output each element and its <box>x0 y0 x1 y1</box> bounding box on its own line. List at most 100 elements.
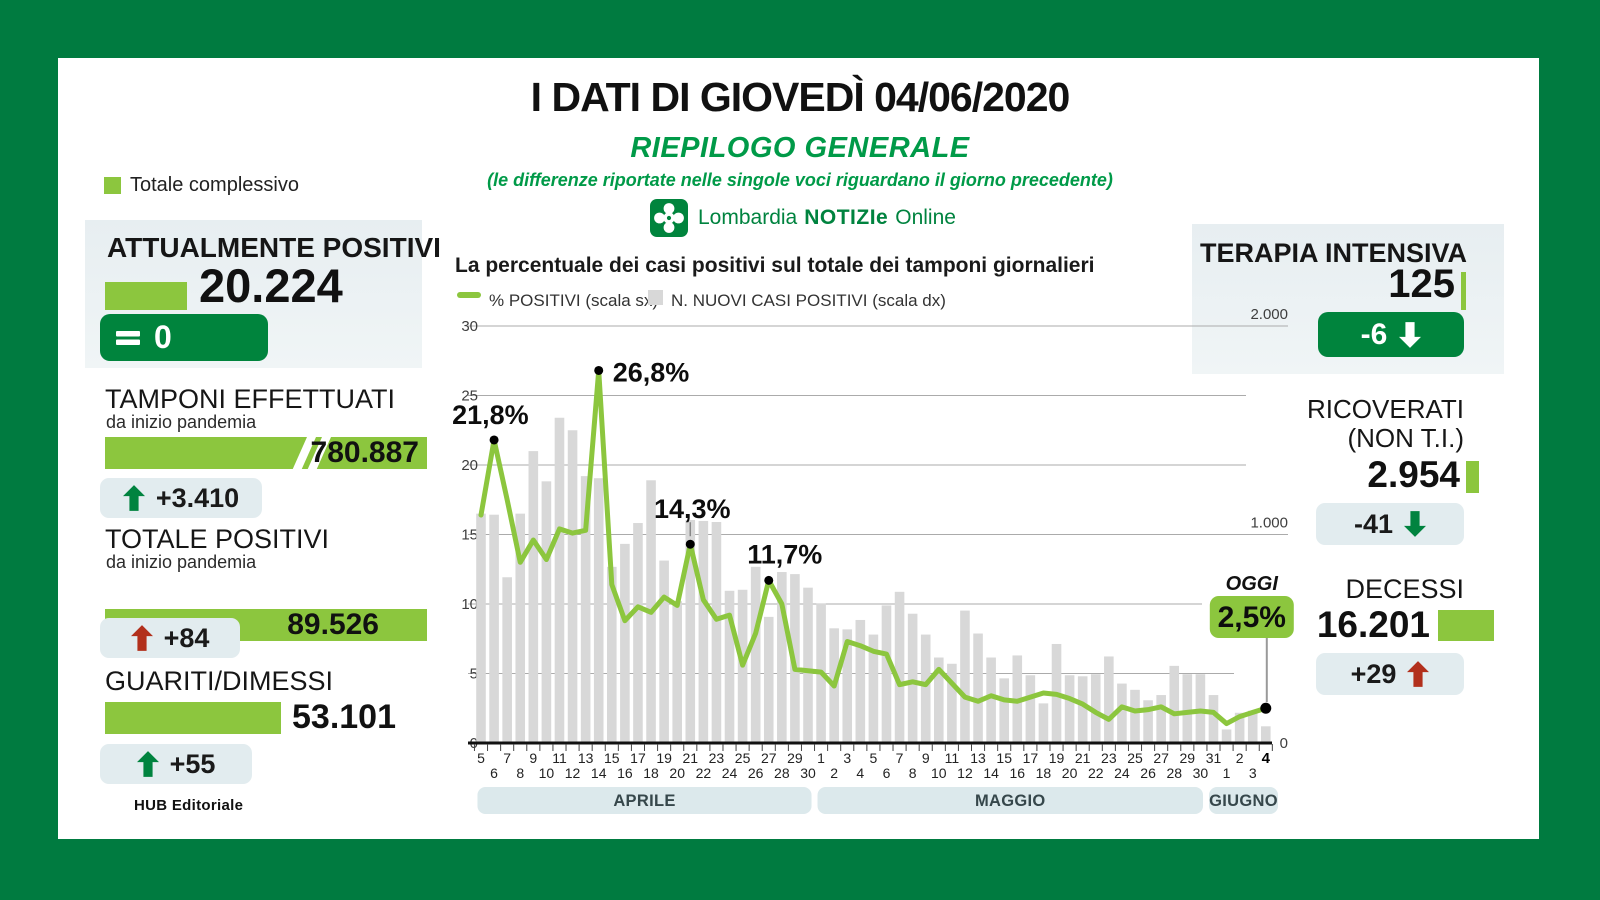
day-label: 30 <box>1193 765 1209 781</box>
annotation-dot <box>489 435 499 445</box>
bar <box>1025 675 1036 743</box>
left-axis-label: 30 <box>461 318 478 335</box>
today-dot <box>1260 702 1272 714</box>
day-label: 4 <box>1262 750 1271 767</box>
totale-subtitle: da inizio pandemia <box>106 552 257 572</box>
annotation-label: 26,8% <box>613 357 690 387</box>
day-label: 26 <box>1140 765 1156 781</box>
day-label: 30 <box>800 765 816 781</box>
terapia-accent-tick <box>1461 272 1466 310</box>
bar <box>973 633 983 743</box>
day-label: 16 <box>1009 765 1025 781</box>
bar <box>1208 695 1219 743</box>
day-label: 6 <box>490 765 498 781</box>
day-label: 31 <box>1206 750 1222 766</box>
day-label: 18 <box>643 765 659 781</box>
day-label: 25 <box>735 750 751 766</box>
day-label: 24 <box>722 765 738 781</box>
logo-suffix: Online <box>895 206 956 229</box>
credit: HUB Editoriale <box>134 797 244 814</box>
rosa-camuna-icon <box>650 199 688 237</box>
bar <box>1090 674 1101 743</box>
bar <box>1104 656 1114 743</box>
day-label: 25 <box>1127 750 1143 766</box>
tamponi-delta-pill: +3.410 <box>100 478 262 518</box>
today-label: OGGI <box>1226 573 1279 595</box>
bar <box>934 657 944 743</box>
day-label: 27 <box>1153 750 1169 766</box>
bar <box>803 587 813 743</box>
day-label: 12 <box>565 765 581 781</box>
month-band <box>817 787 1204 814</box>
bar <box>842 629 853 743</box>
day-label: 1 <box>817 750 825 766</box>
page-title: I DATI DI GIOVEDÌ 04/06/2020 <box>530 74 1071 120</box>
month-label: APRILE <box>613 792 675 810</box>
attualmente-value: 20.224 <box>199 259 343 312</box>
day-label: 17 <box>630 750 646 766</box>
day-label: 4 <box>856 765 864 781</box>
bar <box>711 521 722 743</box>
bar <box>1143 700 1153 743</box>
terapia-delta: -6 <box>1360 317 1388 351</box>
ricoverati-delta: -41 <box>1353 508 1394 539</box>
day-label: 13 <box>970 750 986 766</box>
day-label: 2 <box>830 765 838 781</box>
bar <box>620 543 630 743</box>
bar <box>947 663 957 743</box>
month-band <box>477 787 812 814</box>
day-label: 20 <box>669 765 685 781</box>
day-label: 22 <box>696 765 712 781</box>
bar <box>1117 683 1127 743</box>
logo-region: Lombardia <box>698 206 798 229</box>
day-label: 9 <box>529 750 537 766</box>
bar <box>528 451 539 743</box>
bar <box>907 613 918 743</box>
bar <box>593 478 604 743</box>
day-label: 3 <box>843 750 851 766</box>
bar <box>763 616 774 743</box>
bar <box>920 634 931 743</box>
decessi-delta: +29 <box>1350 658 1397 689</box>
attualmente-bar-glyph <box>105 282 187 310</box>
day-label: 28 <box>1166 765 1182 781</box>
arrow-up-icon <box>130 625 153 651</box>
day-label: 7 <box>503 750 511 766</box>
right-axis-label: 1.000 <box>1250 515 1288 532</box>
total-legend: Totale complessivo <box>104 174 299 197</box>
day-label: 19 <box>656 750 672 766</box>
bar <box>1130 689 1140 743</box>
bar <box>502 577 512 743</box>
attualmente-positivi-panel: ATTUALMENTE POSITIVI 20.224 0 <box>85 220 441 368</box>
day-label: 17 <box>1023 750 1039 766</box>
day-label: 5 <box>477 750 485 766</box>
lombardia-logo: Lombardia NOTIZIe Online <box>650 199 956 237</box>
legend-line-swatch <box>457 292 481 298</box>
bar <box>515 513 526 743</box>
day-label: 14 <box>983 765 999 781</box>
bar <box>960 610 970 743</box>
day-label: 29 <box>1180 750 1196 766</box>
terapia-title: TERAPIA INTENSIVA <box>1200 238 1468 268</box>
day-label: 8 <box>909 765 917 781</box>
guariti-value-bar <box>105 702 281 734</box>
right-axis-label: 2.000 <box>1250 306 1288 323</box>
bar <box>777 572 787 743</box>
bar <box>567 430 578 743</box>
guariti-delta-pill: +55 <box>100 744 252 784</box>
day-label: 24 <box>1114 765 1130 781</box>
day-label: 7 <box>896 750 904 766</box>
day-label: 23 <box>1101 750 1117 766</box>
terapia-delta-button: -6 <box>1318 312 1464 357</box>
annotation-dot <box>685 539 695 549</box>
decessi-delta-pill: +29 <box>1316 653 1464 695</box>
left-axis-label: 15 <box>461 527 478 544</box>
page-note: (le differenze riportate nelle singole v… <box>487 170 1113 190</box>
chart-title: La percentuale dei casi positivi sul tot… <box>455 254 1095 277</box>
tamponi-title: TAMPONI EFFETTUATI <box>105 384 395 414</box>
arrow-up-icon <box>136 751 159 777</box>
day-label: 11 <box>945 750 960 766</box>
day-label: 28 <box>774 765 790 781</box>
today-box <box>1209 596 1294 638</box>
ricoverati-delta-pill: -41 <box>1316 503 1464 545</box>
